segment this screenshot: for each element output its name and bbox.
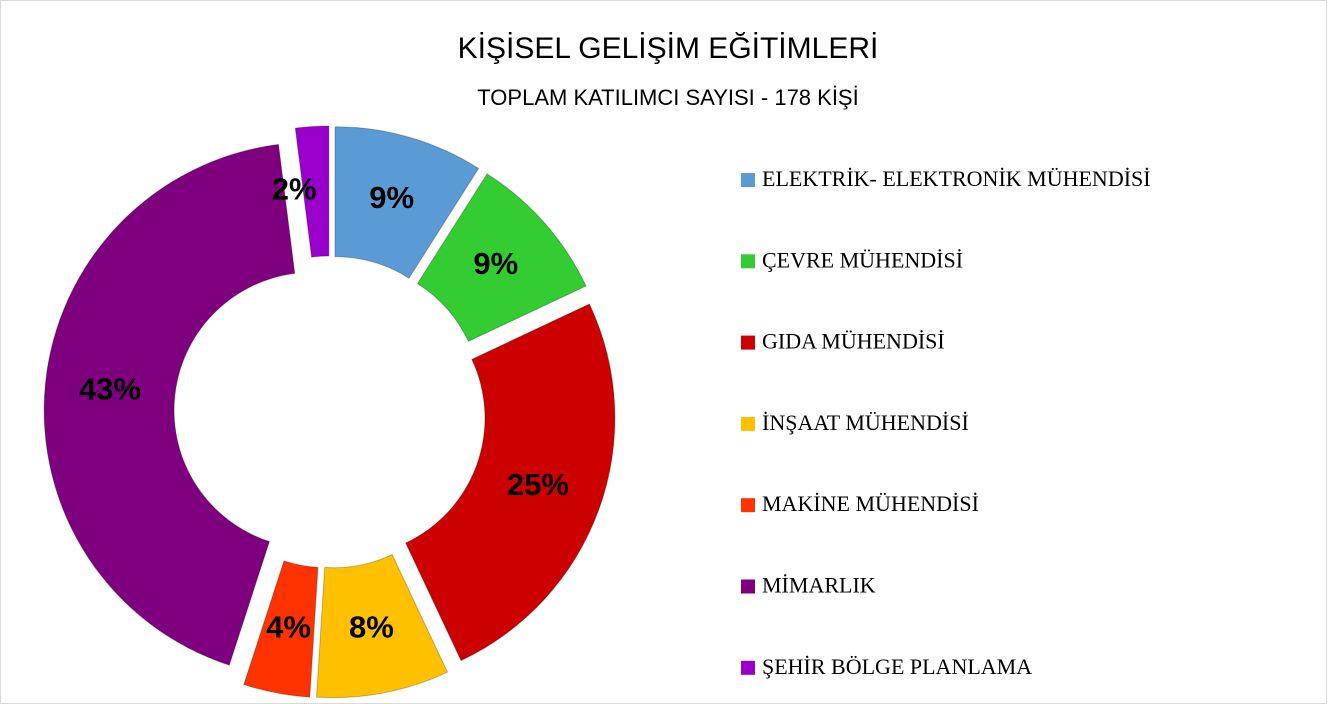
legend-swatch xyxy=(741,660,755,675)
legend-swatch xyxy=(741,579,755,594)
data-label: 9% xyxy=(473,246,518,281)
data-label: 4% xyxy=(266,609,311,644)
chart-title: KİŞİSEL GELİŞİM EĞİTİMLERİ xyxy=(458,32,879,65)
donut-slice xyxy=(416,173,587,343)
legend-label: İNŞAAT MÜHENDİSİ xyxy=(762,410,969,435)
legend-label: ŞEHİR BÖLGE PLANLAMA xyxy=(762,654,1032,679)
donut-slice xyxy=(405,303,616,662)
data-label: 8% xyxy=(349,609,394,644)
donut-slice xyxy=(243,560,319,698)
donut-slice xyxy=(316,553,449,699)
legend-swatch xyxy=(741,254,755,269)
data-label: 43% xyxy=(79,371,141,406)
data-label: 25% xyxy=(507,467,569,502)
legend-swatch xyxy=(741,173,755,187)
donut-slice xyxy=(334,126,480,279)
legend-label: MİMARLIK xyxy=(762,573,876,598)
legend-swatch xyxy=(741,498,755,513)
donut-slice xyxy=(294,125,330,258)
legend-label: GIDA MÜHENDİSİ xyxy=(762,329,945,354)
legend-label: MAKİNE MÜHENDİSİ xyxy=(762,491,979,516)
legend-label: ÇEVRE MÜHENDİSİ xyxy=(762,247,963,272)
donut-slice xyxy=(43,143,296,666)
data-label: 2% xyxy=(272,172,317,207)
legend-label: ELEKTRİK- ELEKTRONİK MÜHENDİSİ xyxy=(762,166,1151,191)
legend-swatch xyxy=(741,416,755,431)
chart-subtitle: TOPLAM KATILIMCI SAYISI - 178 KİŞİ xyxy=(477,85,858,110)
legend-swatch xyxy=(741,335,755,350)
data-label: 9% xyxy=(369,180,414,215)
